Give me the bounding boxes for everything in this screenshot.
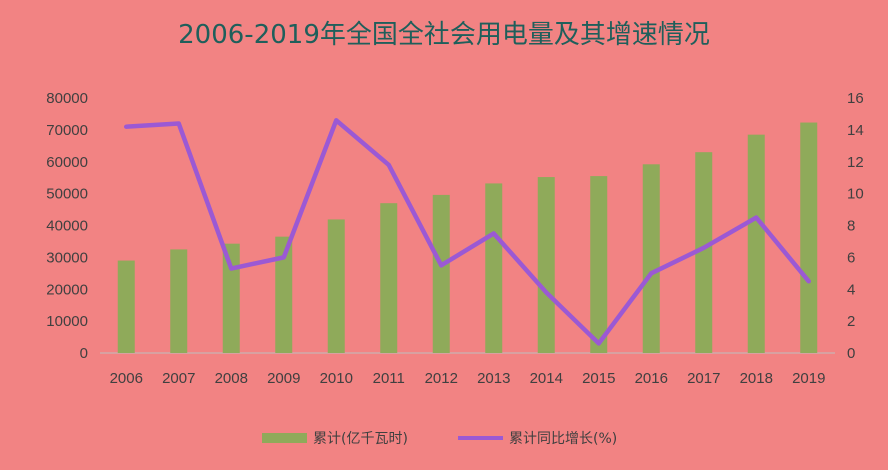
legend-bar-label: 累计(亿千瓦时) — [313, 431, 408, 447]
x-tick-label: 2006 — [110, 370, 143, 387]
legend-line-label: 累计同比增长(%) — [509, 431, 617, 447]
y-right-tick-label: 0 — [847, 345, 855, 362]
y-right-tick-label: 6 — [847, 249, 855, 266]
y-left-tick-label: 50000 — [46, 186, 88, 203]
y-left-tick-label: 30000 — [46, 249, 88, 266]
chart-title: 2006-2019年全国全社会用电量及其增速情况 — [178, 20, 710, 50]
bar — [380, 203, 398, 353]
x-tick-label: 2019 — [792, 370, 825, 387]
x-tick-label: 2018 — [740, 370, 773, 387]
y-left-tick-label: 20000 — [46, 281, 88, 298]
y-right-tick-label: 14 — [847, 122, 864, 139]
y-left-tick-label: 0 — [80, 345, 88, 362]
bar — [642, 164, 660, 353]
y-right-tick-label: 12 — [847, 154, 864, 171]
bar — [170, 249, 188, 353]
bar — [800, 122, 818, 353]
y-left-tick-label: 60000 — [46, 154, 88, 171]
x-tick-label: 2009 — [267, 370, 300, 387]
x-tick-label: 2011 — [373, 370, 405, 387]
x-tick-label: 2007 — [162, 370, 195, 387]
x-tick-label: 2015 — [582, 370, 615, 387]
y-left-tick-label: 10000 — [46, 313, 88, 330]
bar — [485, 183, 503, 353]
x-tick-label: 2017 — [687, 370, 720, 387]
bar — [275, 236, 293, 353]
x-tick-label: 2008 — [215, 370, 248, 387]
y-left-tick-label: 70000 — [46, 122, 88, 139]
x-tick-label: 2012 — [425, 370, 458, 387]
x-tick-label: 2013 — [477, 370, 510, 387]
bar — [327, 219, 345, 353]
bar — [222, 243, 240, 353]
growth-line — [124, 118, 811, 346]
bar — [695, 152, 713, 353]
y-left-tick-label: 40000 — [46, 218, 88, 235]
x-tick-label: 2014 — [530, 370, 563, 387]
y-right-tick-label: 4 — [847, 281, 855, 298]
y-right-tick-label: 16 — [847, 90, 864, 107]
y-left-tick-label: 80000 — [46, 90, 88, 107]
bar — [432, 194, 450, 353]
bar — [590, 176, 608, 353]
bar — [537, 177, 555, 353]
legend-bar-swatch — [262, 433, 307, 443]
y-right-tick-label: 2 — [847, 313, 855, 330]
y-right-tick-label: 10 — [847, 186, 864, 203]
x-tick-label: 2010 — [320, 370, 353, 387]
bar — [117, 260, 135, 353]
x-tick-label: 2016 — [635, 370, 668, 387]
y-right-tick-label: 8 — [847, 218, 855, 235]
bar — [747, 134, 765, 353]
